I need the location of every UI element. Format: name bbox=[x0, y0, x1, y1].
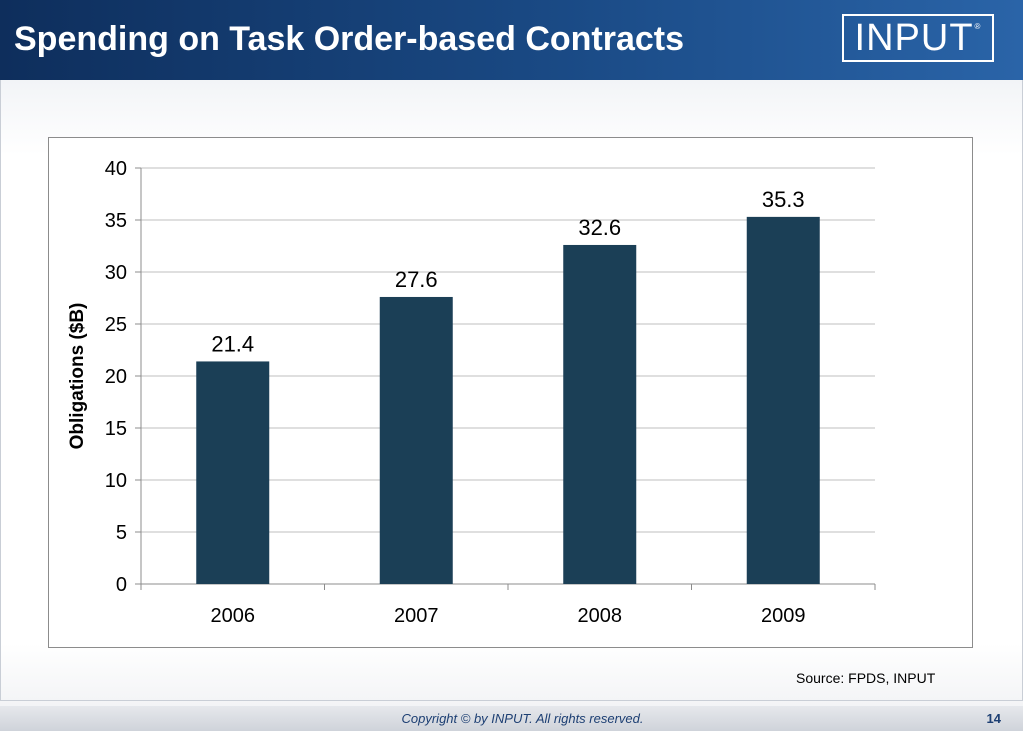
copyright-text: Copyright © by INPUT. All rights reserve… bbox=[401, 711, 644, 726]
y-tick-label: 0 bbox=[116, 574, 127, 596]
input-logo: INPUT ® bbox=[842, 14, 994, 62]
bar-chart: 0 5 10 15 20 25 30 35 40 21.4 2006 27.6 2007 32.6 2008… bbox=[67, 158, 876, 627]
y-tick-label: 5 bbox=[116, 522, 127, 544]
y-tick-label: 30 bbox=[105, 262, 127, 284]
slide-header: Spending on Task Order-based Contracts I… bbox=[0, 0, 1023, 80]
y-tick-label: 25 bbox=[105, 314, 127, 336]
y-tick-label: 35 bbox=[105, 210, 127, 232]
page-number: 14 bbox=[986, 711, 1001, 726]
x-tick-label: 2009 bbox=[761, 605, 806, 627]
bar-2009 bbox=[746, 216, 820, 584]
logo-text: INPUT bbox=[854, 16, 974, 59]
chart-area: 0 5 10 15 20 25 30 35 40 21.4 2006 27.6 2007 32.6 2008… bbox=[48, 137, 973, 648]
x-tick-label: 2008 bbox=[578, 605, 623, 627]
data-label: 21.4 bbox=[211, 331, 254, 356]
source-note: Source: FPDS, INPUT bbox=[796, 670, 936, 686]
footer-divider bbox=[0, 700, 1023, 701]
x-tick-label: 2006 bbox=[211, 605, 256, 627]
bar-2007 bbox=[379, 296, 453, 584]
slide-footer: Copyright © by INPUT. All rights reserve… bbox=[0, 706, 1023, 731]
data-label: 32.6 bbox=[578, 215, 621, 240]
y-tick-label: 15 bbox=[105, 418, 127, 440]
x-tick-label: 2007 bbox=[394, 605, 439, 627]
data-label: 35.3 bbox=[762, 187, 805, 212]
registered-mark: ® bbox=[974, 21, 982, 31]
slide-title: Spending on Task Order-based Contracts bbox=[14, 20, 685, 58]
y-tick-label: 10 bbox=[105, 470, 127, 492]
data-label: 27.6 bbox=[395, 267, 438, 292]
y-tick-label: 40 bbox=[105, 158, 127, 180]
y-axis-label: Obligations ($B) bbox=[67, 303, 88, 450]
y-tick-label: 20 bbox=[105, 366, 127, 388]
bar-2008 bbox=[563, 244, 637, 584]
bar-2006 bbox=[196, 361, 270, 584]
